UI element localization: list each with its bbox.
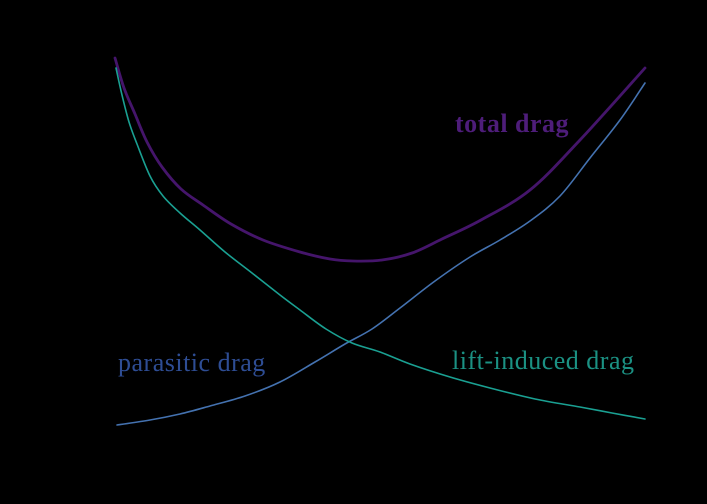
total-drag-curve (113, 56, 647, 263)
label-parasitic-drag: parasitic drag (118, 348, 266, 377)
label-lift-induced-drag: lift-induced drag (452, 346, 635, 375)
label-total-drag: total drag (455, 109, 570, 138)
lift-induced-drag-curve (115, 67, 646, 420)
parasitic-drag-curve (116, 82, 646, 426)
